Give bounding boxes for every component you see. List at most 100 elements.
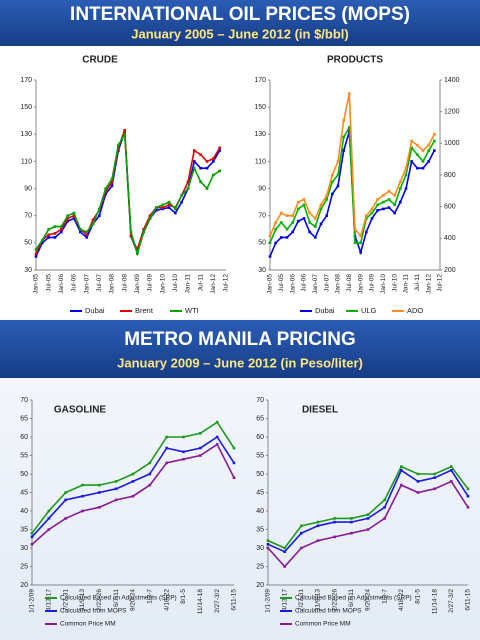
point-marker (300, 546, 303, 550)
x-tick-label: Jan-09 (134, 274, 141, 294)
point-marker (350, 517, 353, 520)
point-marker (382, 194, 385, 197)
point-marker (433, 149, 436, 152)
x-tick-label: Jan-10 (380, 274, 387, 294)
point-marker (215, 443, 219, 446)
point-marker (376, 198, 379, 201)
x-tick-label: 1/3-7 (147, 589, 154, 604)
point-marker (131, 494, 135, 498)
y-tick-label: 50 (24, 240, 32, 247)
point-marker (165, 461, 168, 465)
x-tick-label: 1/1-2/09 (29, 589, 36, 613)
x-tick-label: Jan-09 (357, 274, 364, 294)
point-marker (148, 217, 152, 220)
point-marker (291, 214, 294, 218)
point-marker (72, 214, 76, 218)
point-marker (285, 227, 289, 231)
x-tick-label: Jan-07 (83, 274, 90, 294)
point-marker (308, 211, 311, 215)
x-tick-label: 6/7-11 (348, 589, 355, 607)
chart-title: CRUDE (82, 55, 118, 66)
x-tick-label: 11/9-13 (79, 589, 86, 611)
point-marker (350, 520, 353, 524)
y-tick-label: 30 (258, 267, 266, 274)
x-tick-label: 1/3-7 (381, 589, 388, 604)
point-marker (161, 203, 164, 207)
point-marker (274, 227, 277, 231)
point-marker (331, 180, 334, 184)
point-marker (342, 135, 345, 139)
x-tick-label: 11/14-18 (431, 589, 438, 615)
point-marker (72, 217, 76, 220)
x-tick-label: 11/9-13 (315, 589, 322, 611)
y-tick-label: 40 (256, 508, 264, 515)
point-marker (308, 230, 311, 234)
point-marker (180, 194, 183, 197)
point-marker (161, 206, 164, 209)
series-line (269, 124, 435, 244)
point-marker (336, 184, 340, 188)
y-tick-label: 35 (256, 526, 264, 533)
point-marker (427, 143, 430, 147)
x-tick-label: Jul-05 (278, 274, 285, 292)
x-tick-label: 8/1-5 (180, 589, 187, 604)
y-tick-label: 20 (256, 582, 264, 589)
point-marker (280, 211, 283, 215)
y2-tick-label: 1200 (444, 109, 460, 116)
x-tick-label: 11/14-18 (197, 589, 204, 615)
y-tick-label: 110 (21, 158, 32, 165)
point-marker (285, 236, 289, 239)
point-marker (212, 160, 215, 163)
point-marker (66, 217, 69, 220)
point-marker (387, 189, 391, 193)
point-marker (353, 227, 357, 231)
point-marker (148, 483, 152, 487)
point-marker (98, 506, 101, 509)
point-marker (91, 218, 95, 222)
y-tick-label: 70 (258, 213, 266, 220)
point-marker (280, 221, 283, 224)
x-tick-label: Jul-07 (323, 274, 330, 292)
legend-label: Common Price MM (60, 621, 116, 628)
y-tick-label: 30 (256, 545, 264, 552)
banner-title: INTERNATIONAL OIL PRICES (MOPS) (70, 4, 410, 25)
point-marker (325, 214, 328, 218)
point-marker (205, 166, 209, 170)
point-marker (421, 160, 425, 163)
banner-subtitle: January 2009 – June 2012 (in Peso/liter) (117, 355, 363, 370)
point-marker (174, 207, 177, 211)
x-tick-label: Jul-09 (369, 274, 376, 292)
y2-tick-label: 200 (444, 267, 456, 274)
point-marker (333, 520, 336, 524)
y-tick-label: 130 (254, 131, 266, 138)
point-marker (314, 225, 317, 228)
point-marker (41, 238, 44, 242)
point-marker (205, 187, 209, 190)
point-marker (370, 217, 374, 220)
banner-subtitle: January 2005 – June 2012 (in $/bbl) (131, 26, 349, 41)
point-marker (400, 483, 403, 487)
point-marker (266, 546, 270, 550)
point-marker (450, 469, 453, 472)
x-tick-label: 2/22-26 (331, 589, 338, 611)
top-banner (0, 0, 480, 46)
point-marker (81, 509, 84, 513)
point-marker (110, 180, 114, 184)
point-marker (47, 509, 51, 513)
point-marker (325, 194, 328, 197)
point-marker (110, 184, 114, 188)
y-tick-label: 70 (256, 397, 264, 404)
point-marker (199, 166, 202, 170)
x-tick-label: Jul-08 (121, 274, 128, 292)
x-tick-label: Jul-06 (301, 274, 308, 292)
point-marker (165, 446, 168, 450)
point-marker (300, 524, 303, 528)
point-marker (342, 149, 345, 152)
point-marker (167, 200, 171, 204)
point-marker (376, 208, 379, 212)
point-marker (123, 128, 126, 132)
point-marker (64, 498, 67, 502)
point-marker (215, 435, 219, 439)
point-marker (393, 211, 396, 215)
